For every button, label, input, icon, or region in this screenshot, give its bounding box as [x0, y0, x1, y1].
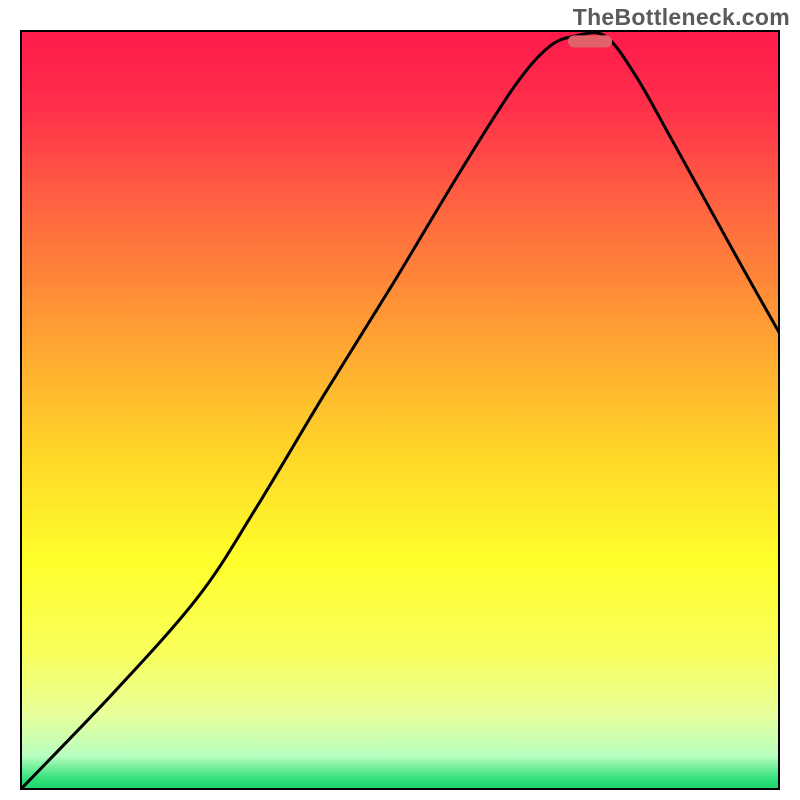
- optimal-marker: [568, 35, 612, 47]
- watermark-text: TheBottleneck.com: [573, 4, 790, 31]
- bottleneck-chart: [20, 30, 780, 790]
- chart-background: [20, 30, 780, 790]
- chart-svg: [20, 30, 780, 790]
